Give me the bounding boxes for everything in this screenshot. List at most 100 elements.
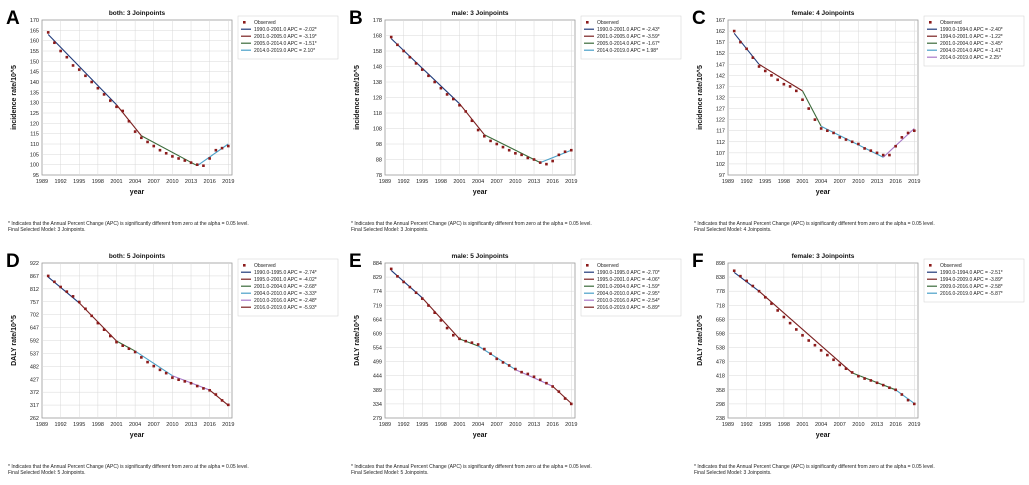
x-tick-label: 1995 bbox=[416, 179, 428, 185]
observed-point bbox=[140, 136, 143, 140]
y-tick-label: 838 bbox=[716, 275, 725, 281]
observed-point bbox=[857, 142, 860, 146]
observed-point bbox=[739, 40, 742, 44]
observed-point bbox=[801, 334, 804, 337]
fit-segment-3 bbox=[116, 340, 136, 352]
observed-point bbox=[177, 157, 180, 160]
x-tick-label: 2001 bbox=[796, 422, 808, 428]
observed-point bbox=[900, 393, 904, 396]
y-tick-label: 147 bbox=[716, 62, 725, 68]
observed-point bbox=[894, 388, 897, 392]
observed-point bbox=[813, 343, 817, 347]
y-tick-label: 317 bbox=[30, 403, 39, 409]
legend-box bbox=[923, 15, 1025, 67]
observed-point bbox=[476, 128, 480, 132]
observed-point bbox=[483, 347, 486, 351]
legend-entry: 2001.0-2005.0 APC = -3.19* bbox=[254, 34, 317, 40]
x-tick-label: 1995 bbox=[73, 179, 85, 185]
x-tick-label: 1998 bbox=[435, 422, 447, 428]
observed-point bbox=[427, 304, 430, 307]
y-axis-label: DALY rate/10^5 bbox=[353, 315, 361, 366]
x-tick-label: 2004 bbox=[129, 179, 141, 185]
observed-point bbox=[96, 321, 100, 325]
legend-observed-marker bbox=[586, 21, 589, 24]
observed-point bbox=[770, 74, 773, 77]
observed-point bbox=[414, 62, 418, 65]
x-tick-label: 2010 bbox=[509, 179, 521, 185]
observed-point bbox=[776, 309, 779, 312]
y-tick-label: 148 bbox=[373, 65, 382, 71]
x-tick-label: 2010 bbox=[166, 422, 178, 428]
y-tick-label: 78 bbox=[376, 173, 382, 179]
x-tick-label: 1992 bbox=[55, 422, 67, 428]
legend-entry: 2004.0-2010.0 APC = -2.95* bbox=[597, 291, 660, 297]
legend-entry: 1990.0-2001.0 APC = -2.02* bbox=[254, 27, 317, 33]
observed-point bbox=[214, 393, 218, 396]
observed-point bbox=[115, 105, 118, 109]
observed-point bbox=[445, 326, 449, 330]
x-tick-label: 2016 bbox=[547, 179, 559, 185]
y-tick-label: 554 bbox=[373, 346, 382, 352]
x-axis-label: year bbox=[130, 432, 145, 439]
observed-point bbox=[214, 148, 218, 152]
observed-point bbox=[202, 387, 205, 390]
observed-point bbox=[538, 161, 542, 164]
legend-box bbox=[580, 15, 682, 60]
y-tick-label: 108 bbox=[373, 127, 382, 133]
x-tick-label: 1992 bbox=[55, 179, 67, 185]
x-tick-label: 2016 bbox=[890, 422, 902, 428]
observed-point bbox=[526, 156, 530, 160]
x-tick-label: 2010 bbox=[166, 179, 178, 185]
y-tick-label: 160 bbox=[30, 39, 39, 45]
observed-point bbox=[439, 86, 443, 90]
x-tick-label: 2004 bbox=[472, 422, 484, 428]
observed-point bbox=[912, 402, 916, 406]
legend-entry: 2014.0-2019.0 APC = 2.10* bbox=[254, 48, 315, 54]
legend-observed-label: Observed bbox=[254, 20, 276, 26]
observed-point bbox=[458, 337, 461, 341]
x-tick-label: 2010 bbox=[509, 422, 521, 428]
observed-point bbox=[140, 356, 143, 359]
y-tick-label: 122 bbox=[716, 118, 725, 124]
observed-point bbox=[795, 328, 798, 331]
x-tick-label: 2013 bbox=[871, 422, 883, 428]
x-tick-label: 1989 bbox=[379, 179, 391, 185]
y-tick-label: 482 bbox=[30, 364, 39, 370]
x-tick-label: 2010 bbox=[852, 179, 864, 185]
y-tick-label: 922 bbox=[30, 261, 39, 267]
fit-segment-6 bbox=[552, 385, 572, 404]
panel-title: male: 3 Joinpoints bbox=[451, 10, 508, 17]
fit-segment-6 bbox=[209, 389, 229, 406]
x-tick-label: 2010 bbox=[852, 422, 864, 428]
x-tick-label: 1995 bbox=[416, 422, 428, 428]
panel-label: B bbox=[349, 8, 363, 29]
observed-point bbox=[445, 93, 449, 96]
observed-point bbox=[551, 159, 554, 163]
y-tick-label: 138 bbox=[373, 80, 382, 86]
observed-point bbox=[420, 297, 424, 300]
observed-point bbox=[65, 290, 69, 293]
legend-entry: 1990.0-1995.0 APC = -2.70* bbox=[597, 270, 660, 276]
observed-point bbox=[906, 398, 910, 402]
x-tick-label: 2004 bbox=[472, 179, 484, 185]
y-tick-label: 168 bbox=[373, 34, 382, 40]
observed-point bbox=[900, 136, 904, 139]
observed-point bbox=[863, 377, 866, 380]
observed-point bbox=[226, 144, 230, 148]
y-tick-label: 167 bbox=[716, 18, 725, 24]
panel-title: both: 5 Joinpoints bbox=[109, 253, 166, 260]
footnote-apc: * Indicates that the Annual Percent Chan… bbox=[694, 221, 935, 227]
fit-segment-3 bbox=[141, 135, 198, 167]
y-tick-label: 538 bbox=[716, 346, 725, 352]
observed-point bbox=[183, 380, 187, 383]
y-tick-label: 125 bbox=[30, 111, 39, 117]
observed-point bbox=[464, 339, 468, 343]
observed-point bbox=[739, 274, 742, 278]
x-tick-label: 1989 bbox=[722, 179, 734, 185]
legend-observed-marker bbox=[929, 264, 932, 267]
observed-point bbox=[402, 280, 405, 284]
y-tick-label: 158 bbox=[373, 49, 382, 55]
legend-box bbox=[237, 15, 339, 60]
observed-point bbox=[514, 367, 517, 371]
